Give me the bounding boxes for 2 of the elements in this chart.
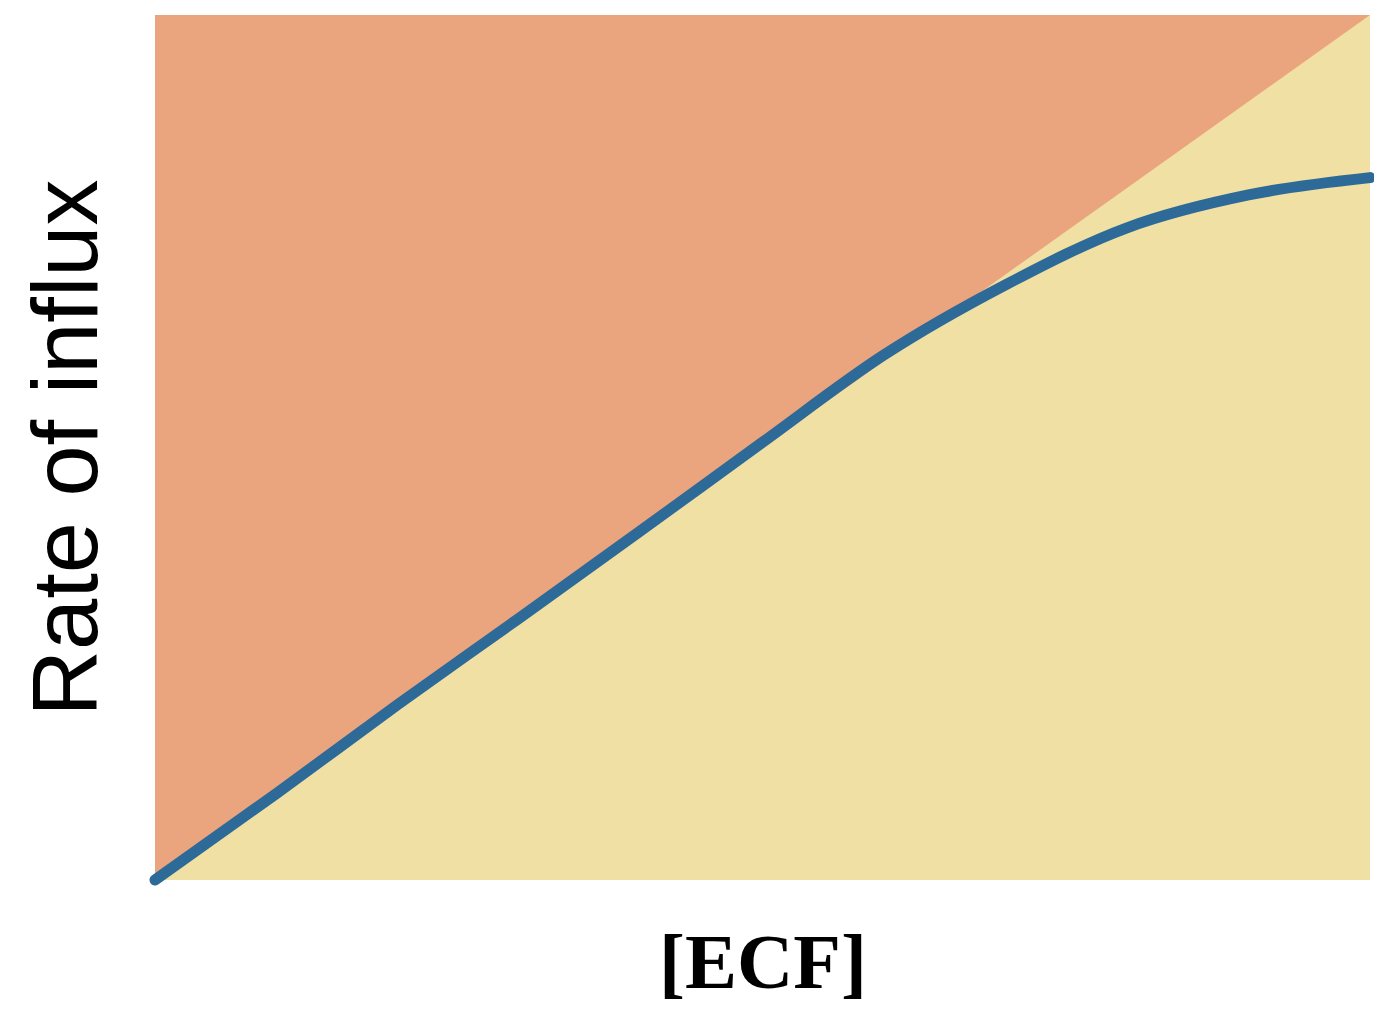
y-axis-title: Rate of influx [13,179,116,717]
x-axis-title: [ECF] [659,917,867,1005]
